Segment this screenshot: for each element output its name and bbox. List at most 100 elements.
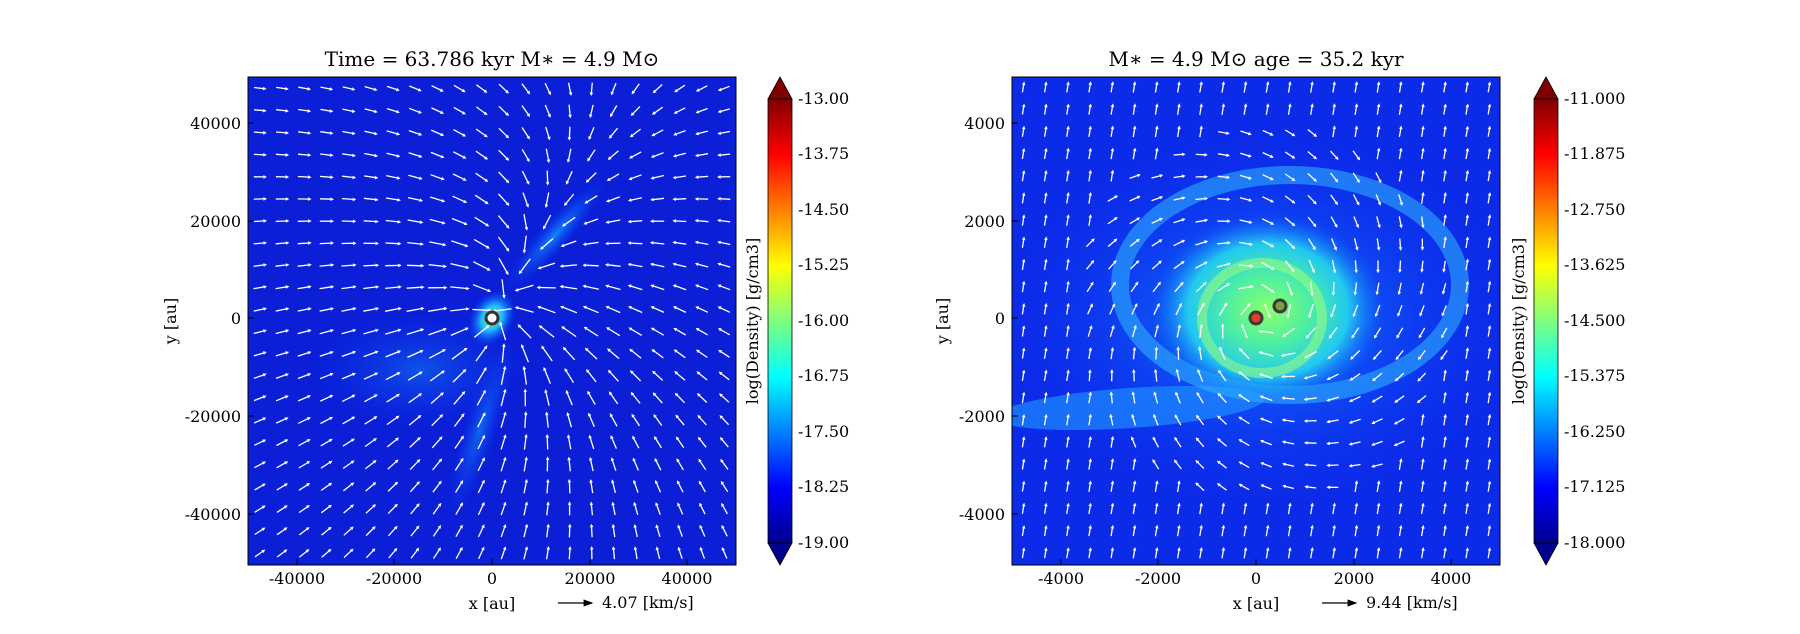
velocity-arrow [630, 243, 642, 244]
velocity-arrow [675, 199, 686, 200]
left-colorbar-tick: -14.50 [798, 200, 849, 219]
velocity-arrow [276, 243, 287, 244]
velocity-arrow [1156, 349, 1157, 360]
right-colorbar-tick: -12.750 [1564, 200, 1625, 219]
right-xtick-label: 2000 [1334, 569, 1375, 588]
right-xtick-label: 0 [1251, 569, 1261, 588]
left-ytick-label: 0 [231, 309, 241, 328]
velocity-arrow [254, 110, 264, 111]
velocity-arrow [298, 177, 309, 178]
left-velocity-key-label: 4.07 [km/s] [602, 593, 694, 612]
velocity-arrow [1333, 282, 1334, 293]
right-colorbar-tick: -14.500 [1564, 311, 1625, 330]
right-y-axis: 4000 2000 0 -2000 -4000 [959, 114, 1018, 524]
right-ytick-label: 2000 [964, 212, 1005, 231]
velocity-arrow [547, 171, 548, 184]
right-colorbar-tick: -15.375 [1564, 366, 1625, 385]
velocity-arrow [592, 526, 593, 537]
velocity-arrow [569, 127, 570, 139]
left-colorbar-top-extension [768, 77, 792, 99]
left-colorbar-tick: -13.00 [798, 89, 849, 108]
velocity-arrow [298, 243, 310, 244]
left-ytick-label: 20000 [190, 212, 241, 231]
velocity-arrow [320, 243, 332, 244]
right-colorbar-tick: -17.125 [1564, 477, 1625, 496]
left-xtick-label: 40000 [662, 569, 713, 588]
left-colorbar-tick: -16.00 [798, 311, 849, 330]
velocity-arrow [1400, 239, 1401, 249]
velocity-arrow [1307, 465, 1317, 466]
right-x-axis-label: x [au] [1233, 594, 1279, 613]
right-colorbar: -11.000 -11.875 -12.750 -13.625 -14.500 … [1509, 77, 1625, 565]
velocity-arrow [320, 176, 331, 177]
right-colorbar-tick: -11.000 [1564, 89, 1625, 108]
right-title: M∗ = 4.9 M⊙ age = 35.2 kyr [1108, 47, 1404, 71]
left-colorbar-tick: -15.25 [798, 255, 849, 274]
left-colorbar-bottom-extension [768, 543, 792, 565]
velocity-arrow [547, 481, 548, 493]
velocity-arrow [407, 265, 422, 266]
velocity-arrow [276, 132, 287, 133]
left-xtick-label: -40000 [269, 569, 325, 588]
left-colorbar-tick: -19.00 [798, 533, 849, 552]
velocity-arrow [675, 221, 686, 222]
velocity-arrow [1196, 199, 1206, 200]
right-colorbar-tick: -13.625 [1564, 255, 1625, 274]
left-xtick-label: 0 [487, 569, 497, 588]
right-colorbar-tick: -11.875 [1564, 144, 1625, 163]
right-colorbar-tick: -16.250 [1564, 422, 1625, 441]
velocity-arrow [298, 154, 309, 155]
right-colorbar-label: log(Density) [g/cm3] [1509, 238, 1528, 404]
right-xtick-label: -2000 [1135, 569, 1181, 588]
left-sink-particle [486, 312, 498, 324]
velocity-arrow [363, 265, 376, 266]
left-x-axis-label: x [au] [469, 594, 515, 613]
velocity-arrow [1239, 265, 1251, 266]
velocity-arrow [254, 132, 264, 133]
velocity-arrow [585, 265, 599, 266]
right-velocity-key-label: 9.44 [km/s] [1366, 593, 1458, 612]
right-ytick-label: -2000 [959, 407, 1005, 426]
velocity-arrow [1218, 199, 1228, 200]
velocity-arrow [472, 310, 489, 311]
right-xtick-label: 4000 [1431, 569, 1472, 588]
right-ytick-label: -4000 [959, 505, 1005, 524]
left-colorbar-tick: -17.50 [798, 422, 849, 441]
left-ytick-label: 40000 [190, 114, 241, 133]
right-colorbar-tick: -18.000 [1564, 533, 1625, 552]
left-density-map [248, 77, 736, 565]
right-xtick-label: -4000 [1038, 569, 1084, 588]
left-xtick-label: -20000 [366, 569, 422, 588]
left-colorbar-tick: -13.75 [798, 144, 849, 163]
right-colorbar-body [1534, 99, 1558, 543]
right-density-map [994, 77, 1512, 565]
left-panel: Time = 63.786 kyr M∗ = 4.9 M⊙ -40000 -20… [161, 47, 849, 613]
velocity-arrow [569, 481, 570, 493]
left-y-axis-label: y [au] [161, 298, 180, 345]
velocity-arrow [342, 199, 354, 200]
velocity-arrow [720, 199, 731, 200]
left-colorbar-tick: -16.75 [798, 366, 849, 385]
velocity-arrow [342, 265, 355, 266]
velocity-arrow [547, 437, 548, 450]
velocity-arrow [276, 154, 287, 155]
right-colorbar-bottom-extension [1534, 543, 1558, 565]
left-colorbar-tick: -18.25 [798, 477, 849, 496]
right-sink-particle-primary [1250, 312, 1262, 324]
right-panel: M∗ = 4.9 M⊙ age = 35.2 kyr -4000 -2000 0… [933, 47, 1625, 613]
velocity-arrow [385, 243, 399, 244]
velocity-arrow [1089, 372, 1090, 382]
left-colorbar-body [768, 99, 792, 543]
velocity-arrow [1400, 261, 1401, 271]
velocity-arrow [1174, 154, 1184, 155]
right-colorbar-top-extension [1534, 77, 1558, 99]
right-y-axis-label: y [au] [933, 298, 952, 345]
left-xtick-label: 20000 [565, 569, 616, 588]
left-ytick-label: -40000 [185, 505, 241, 524]
velocity-arrow [364, 221, 377, 222]
right-ytick-label: 0 [995, 309, 1005, 328]
left-ytick-label: -20000 [185, 407, 241, 426]
velocity-arrow [697, 176, 708, 177]
left-colorbar: -13.00 -13.75 -14.50 -15.25 -16.00 -16.7… [743, 77, 849, 565]
